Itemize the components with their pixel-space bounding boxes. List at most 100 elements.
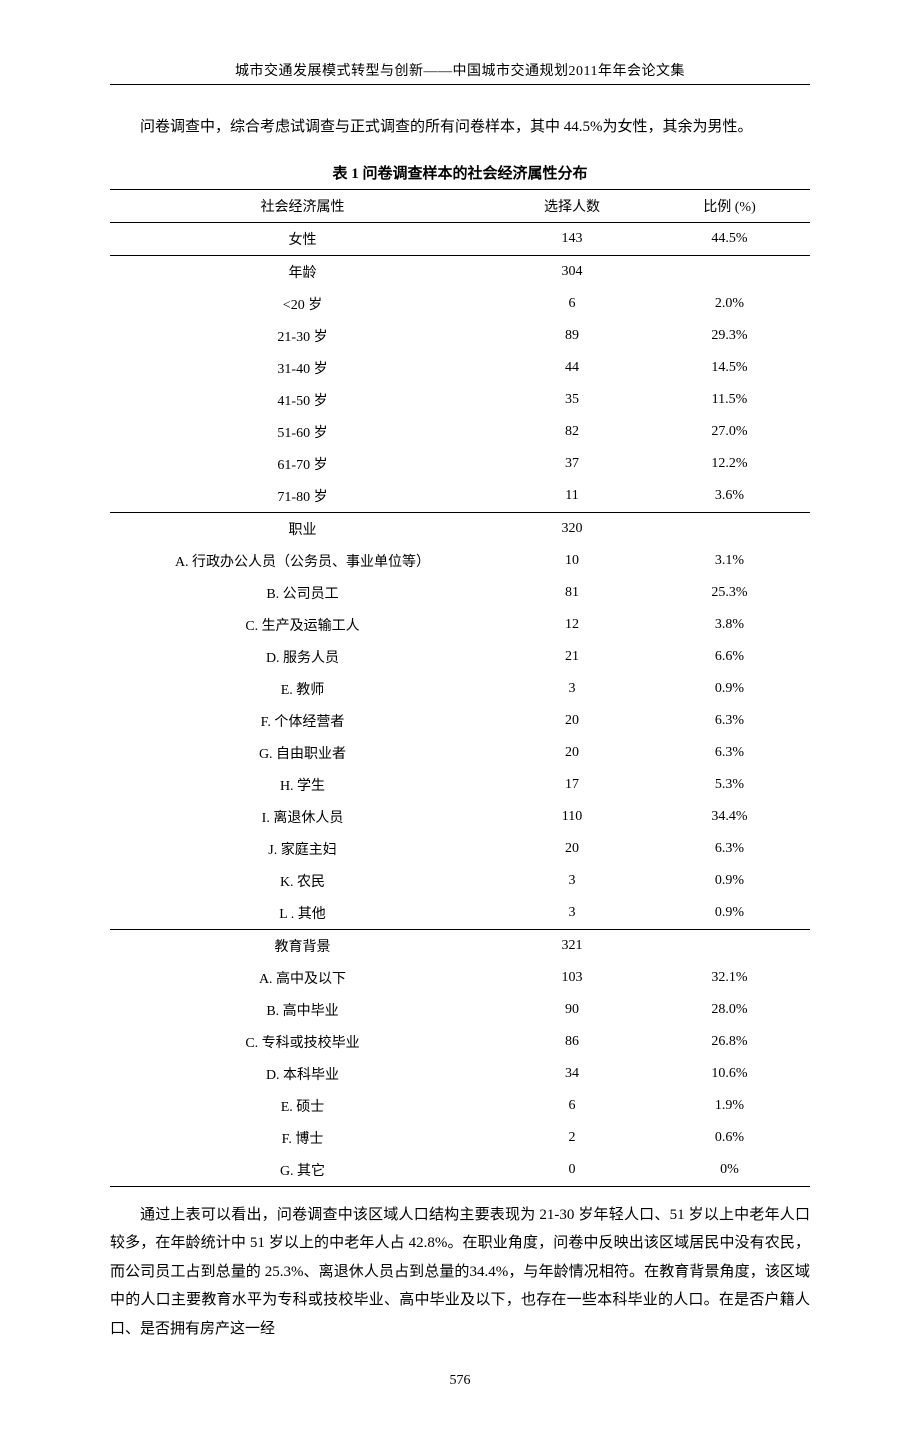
cell-count: 34 (495, 1058, 649, 1090)
table-caption: 表 1 问卷调查样本的社会经济属性分布 (110, 162, 810, 183)
cell-pct: 6.3% (649, 705, 810, 737)
cell-count: 320 (495, 512, 649, 545)
cell-count: 3 (495, 865, 649, 897)
cell-attr: 教育背景 (110, 929, 495, 962)
col-header-pct: 比例 (%) (649, 189, 810, 222)
cell-attr: 女性 (110, 222, 495, 255)
cell-pct: 0.9% (649, 673, 810, 705)
table-row: 教育背景321 (110, 929, 810, 962)
cell-count: 86 (495, 1026, 649, 1058)
cell-attr: 职业 (110, 512, 495, 545)
cell-attr: F. 个体经营者 (110, 705, 495, 737)
header-divider (110, 84, 810, 85)
col-header-count: 选择人数 (495, 189, 649, 222)
cell-count: 35 (495, 384, 649, 416)
cell-pct: 5.3% (649, 769, 810, 801)
table-row: <20 岁62.0% (110, 288, 810, 320)
table-row: 31-40 岁4414.5% (110, 352, 810, 384)
table-row: I. 离退休人员11034.4% (110, 801, 810, 833)
table-row: D. 本科毕业3410.6% (110, 1058, 810, 1090)
page-header: 城市交通发展模式转型与创新——中国城市交通规划2011年年会论文集 (110, 60, 810, 80)
cell-count: 12 (495, 609, 649, 641)
table-row: 职业320 (110, 512, 810, 545)
cell-pct: 44.5% (649, 222, 810, 255)
cell-pct (649, 512, 810, 545)
table-row: G. 自由职业者206.3% (110, 737, 810, 769)
table-row: L . 其他30.9% (110, 897, 810, 930)
table-row: B. 公司员工8125.3% (110, 577, 810, 609)
cell-pct: 14.5% (649, 352, 810, 384)
intro-paragraph: 问卷调查中，综合考虑试调查与正式调查的所有问卷样本，其中 44.5%为女性，其余… (110, 113, 810, 142)
cell-attr: 21-30 岁 (110, 320, 495, 352)
cell-attr: L . 其他 (110, 897, 495, 930)
cell-count: 3 (495, 897, 649, 930)
cell-attr: K. 农民 (110, 865, 495, 897)
cell-pct: 26.8% (649, 1026, 810, 1058)
cell-pct: 2.0% (649, 288, 810, 320)
table-row: A. 高中及以下10332.1% (110, 962, 810, 994)
cell-count: 89 (495, 320, 649, 352)
cell-count: 20 (495, 737, 649, 769)
cell-attr: D. 服务人员 (110, 641, 495, 673)
table-row: K. 农民30.9% (110, 865, 810, 897)
cell-attr: F. 博士 (110, 1122, 495, 1154)
cell-pct: 29.3% (649, 320, 810, 352)
table-row: 年龄304 (110, 255, 810, 288)
cell-pct: 25.3% (649, 577, 810, 609)
cell-count: 10 (495, 545, 649, 577)
table-row: 21-30 岁8929.3% (110, 320, 810, 352)
cell-pct: 3.1% (649, 545, 810, 577)
cell-pct: 0.9% (649, 865, 810, 897)
table-row: B. 高中毕业9028.0% (110, 994, 810, 1026)
cell-attr: G. 其它 (110, 1154, 495, 1187)
cell-pct: 6.3% (649, 737, 810, 769)
cell-attr: G. 自由职业者 (110, 737, 495, 769)
cell-count: 82 (495, 416, 649, 448)
table-row: 41-50 岁3511.5% (110, 384, 810, 416)
table-row: A. 行政办公人员（公务员、事业单位等）103.1% (110, 545, 810, 577)
cell-count: 143 (495, 222, 649, 255)
table-row: F. 博士20.6% (110, 1122, 810, 1154)
table-row: D. 服务人员216.6% (110, 641, 810, 673)
col-header-attr: 社会经济属性 (110, 189, 495, 222)
cell-attr: B. 公司员工 (110, 577, 495, 609)
cell-pct (649, 929, 810, 962)
table-row: 女性14344.5% (110, 222, 810, 255)
cell-pct: 6.3% (649, 833, 810, 865)
cell-count: 110 (495, 801, 649, 833)
table-row: 61-70 岁3712.2% (110, 448, 810, 480)
cell-count: 81 (495, 577, 649, 609)
cell-attr: B. 高中毕业 (110, 994, 495, 1026)
cell-attr: A. 高中及以下 (110, 962, 495, 994)
cell-count: 2 (495, 1122, 649, 1154)
cell-count: 6 (495, 1090, 649, 1122)
cell-count: 0 (495, 1154, 649, 1187)
cell-count: 321 (495, 929, 649, 962)
cell-count: 90 (495, 994, 649, 1026)
table-row: F. 个体经营者206.3% (110, 705, 810, 737)
table-row: 71-80 岁113.6% (110, 480, 810, 513)
cell-count: 20 (495, 705, 649, 737)
cell-attr: A. 行政办公人员（公务员、事业单位等） (110, 545, 495, 577)
cell-count: 3 (495, 673, 649, 705)
outro-paragraph: 通过上表可以看出，问卷调查中该区域人口结构主要表现为 21-30 岁年轻人口、5… (110, 1201, 810, 1344)
table-header-row: 社会经济属性 选择人数 比例 (%) (110, 189, 810, 222)
cell-attr: C. 生产及运输工人 (110, 609, 495, 641)
cell-pct: 6.6% (649, 641, 810, 673)
table-row: 51-60 岁8227.0% (110, 416, 810, 448)
cell-count: 44 (495, 352, 649, 384)
cell-attr: H. 学生 (110, 769, 495, 801)
cell-pct: 0.6% (649, 1122, 810, 1154)
cell-pct: 11.5% (649, 384, 810, 416)
cell-pct: 34.4% (649, 801, 810, 833)
cell-pct: 12.2% (649, 448, 810, 480)
table-row: J. 家庭主妇206.3% (110, 833, 810, 865)
cell-count: 17 (495, 769, 649, 801)
cell-attr: C. 专科或技校毕业 (110, 1026, 495, 1058)
table-row: C. 专科或技校毕业8626.8% (110, 1026, 810, 1058)
table-body: 女性14344.5%年龄304<20 岁62.0%21-30 岁8929.3%3… (110, 222, 810, 1186)
table-row: H. 学生175.3% (110, 769, 810, 801)
cell-pct: 3.6% (649, 480, 810, 513)
table-row: G. 其它00% (110, 1154, 810, 1187)
cell-attr: J. 家庭主妇 (110, 833, 495, 865)
